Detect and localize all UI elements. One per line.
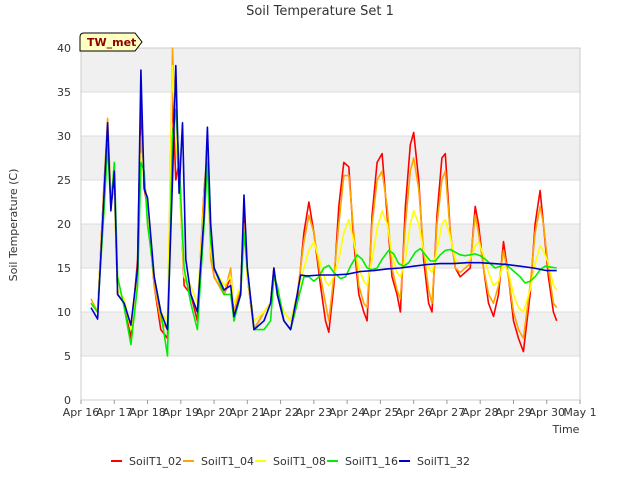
tag-box (79, 32, 143, 52)
tw-met-tag: TW_met (79, 32, 143, 52)
legend-label: SoilT1_32 (417, 455, 470, 468)
x-tick-label: Apr 29 (495, 406, 532, 419)
x-tick-label: Apr 18 (129, 406, 166, 419)
x-tick-label: Apr 24 (329, 406, 366, 419)
plot-band (81, 180, 580, 224)
y-tick-label: 20 (57, 218, 71, 231)
x-tick-label: Apr 25 (362, 406, 399, 419)
y-tick-label: 10 (57, 306, 71, 319)
plot-area (81, 48, 580, 400)
plot-band (81, 356, 580, 400)
x-tick-label: Apr 20 (196, 406, 233, 419)
plot-frame (80, 47, 581, 401)
y-tick-label: 40 (57, 42, 71, 55)
series-line-soilt1_16 (90, 108, 557, 357)
y-tick-label: 15 (57, 262, 71, 275)
plot-band (81, 48, 580, 92)
tag-label: TW_met (87, 36, 136, 49)
series-lines (90, 47, 558, 357)
x-tick-label: Apr 30 (528, 406, 565, 419)
x-tick-label: Apr 16 (63, 406, 100, 419)
plot-band (81, 136, 580, 180)
y-tick-label: 5 (64, 350, 71, 363)
x-tick-label: Apr 19 (163, 406, 200, 419)
legend: SoilT1_02 SoilT1_04 SoilT1_08 SoilT1_16 Soil… (111, 455, 470, 468)
x-tick-label: Apr 23 (296, 406, 333, 419)
x-tick-label: Apr 27 (429, 406, 466, 419)
legend-label: SoilT1_08 (273, 455, 326, 468)
legend-label: SoilT1_16 (345, 455, 398, 468)
plot-band (81, 92, 580, 136)
x-tick-label: Apr 28 (462, 406, 499, 419)
y-tick-label: 35 (57, 86, 71, 99)
y-tick-label: 25 (57, 174, 71, 187)
legend-label: SoilT1_02 (129, 455, 182, 468)
y-axis-ticks: 0 5 10 15 20 25 30 35 40 (57, 42, 71, 407)
legend-label: SoilT1_04 (201, 455, 254, 468)
x-axis-label: Time (552, 423, 580, 436)
series-line-soilt1_08 (90, 64, 558, 331)
plot-band (81, 224, 580, 268)
y-tick-label: 0 (64, 394, 71, 407)
chart-title: Soil Temperature Set 1 (246, 4, 394, 19)
x-tick-label: Apr 21 (229, 406, 266, 419)
x-tick-label: Apr 22 (262, 406, 299, 419)
x-tick-label: Apr 17 (96, 406, 133, 419)
y-axis-label: Soil Temperature (C) (7, 169, 20, 282)
series-line-soilt1_32 (90, 64, 557, 331)
y-tick-label: 30 (57, 130, 71, 143)
x-tick-label: May 1 (563, 406, 596, 419)
x-tick-label: Apr 26 (395, 406, 432, 419)
